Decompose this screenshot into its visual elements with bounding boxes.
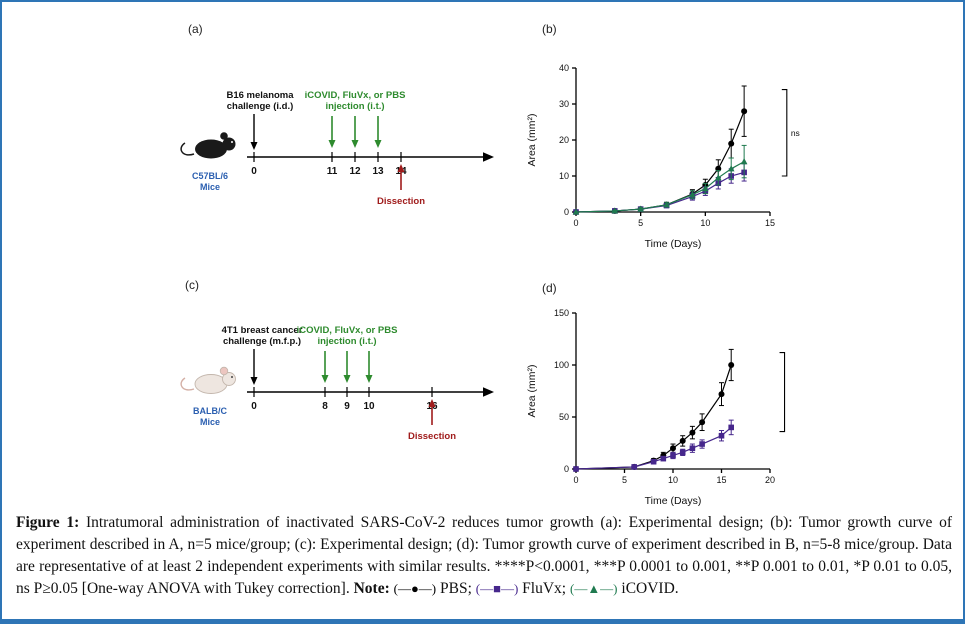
svg-text:5: 5 <box>638 218 643 228</box>
experimental-timeline-c: 0 8 9 10 16 4T1 breast cancer challenge … <box>180 325 494 442</box>
timeline-c-day-10: 10 <box>363 401 375 412</box>
svg-text:150: 150 <box>554 308 569 318</box>
mouse-icon-c57bl6 <box>180 132 236 159</box>
timeline-a-day-11: 11 <box>327 166 338 177</box>
challenge-label-line1: B16 melanoma <box>226 90 294 101</box>
svg-text:0: 0 <box>564 207 569 217</box>
injection-label-line1: iCOVID, FluVx, or PBS <box>305 90 406 101</box>
panel-b-label: (b) <box>542 22 557 36</box>
experimental-timeline-a: 0 11 12 13 14 B16 melanoma challenge (i.… <box>180 90 494 207</box>
caption-body: Intratumoral administration of inactivat… <box>16 514 952 597</box>
mouse-strain-line1: C57BL/6 <box>192 171 228 181</box>
mouse-icon-balbc <box>180 366 236 394</box>
dissection-label: Dissection <box>408 431 456 442</box>
timeline-c-day-9: 9 <box>344 401 350 412</box>
svg-text:15: 15 <box>716 475 726 485</box>
timeline-axis <box>247 387 494 397</box>
panel-c-label: (c) <box>185 278 199 292</box>
svg-text:20: 20 <box>559 135 569 145</box>
challenge-label-line2: challenge (i.d.) <box>227 101 294 112</box>
svg-text:5: 5 <box>622 475 627 485</box>
pbs-legend-glyph: (—●—) <box>393 581 437 596</box>
timeline-a-day-0: 0 <box>251 166 257 177</box>
dissection-arrow <box>428 399 436 425</box>
challenge-label-line1: 4T1 breast cancer <box>222 325 303 336</box>
fluvx-legend-glyph: (—■—) <box>475 581 519 596</box>
icovid-legend-glyph: (—▲—) <box>569 581 618 596</box>
svg-text:20: 20 <box>765 475 775 485</box>
svg-text:15: 15 <box>765 218 775 228</box>
fluvx-legend-label: FluVx; <box>522 580 567 597</box>
pbs-legend-label: PBS; <box>440 580 472 597</box>
note-label: Note: <box>353 580 390 597</box>
svg-text:10: 10 <box>668 475 678 485</box>
svg-text:40: 40 <box>559 63 569 73</box>
svg-text:0: 0 <box>573 475 578 485</box>
injection-arrows <box>321 351 373 383</box>
svg-text:Time (Days): Time (Days) <box>645 238 702 250</box>
svg-text:0: 0 <box>573 218 578 228</box>
mouse-strain-line2: Mice <box>200 417 220 427</box>
panel-d-label: (d) <box>542 281 557 295</box>
icovid-legend-label: iCOVID. <box>621 580 679 597</box>
challenge-arrow <box>250 114 258 150</box>
mouse-strain-line2: Mice <box>200 182 220 192</box>
svg-text:Time (Days): Time (Days) <box>645 495 702 507</box>
figure-label: Figure 1: <box>16 514 80 531</box>
svg-text:10: 10 <box>700 218 710 228</box>
timeline-c-day-8: 8 <box>322 401 328 412</box>
dissection-arrow <box>397 164 405 190</box>
injection-arrows <box>328 116 382 148</box>
challenge-label-line2: challenge (m.f.p.) <box>223 336 301 347</box>
svg-text:100: 100 <box>554 360 569 370</box>
tumor-growth-chart-d: 0 5 10 15 20 0 50 100 150 Time (Days) Area (mm²) <box>526 308 786 507</box>
injection-label-line1: iCOVID, FluVx, or PBS <box>297 325 398 336</box>
timeline-c-day-0: 0 <box>251 401 257 412</box>
timeline-a-day-13: 13 <box>372 166 384 177</box>
dissection-label: Dissection <box>377 196 425 207</box>
svg-text:10: 10 <box>559 171 569 181</box>
svg-text:Area (mm²): Area (mm²) <box>526 113 538 166</box>
timeline-a-day-12: 12 <box>349 166 361 177</box>
injection-label-line2: injection (i.t.) <box>317 336 376 347</box>
challenge-arrow <box>250 349 258 385</box>
mouse-strain-line1: BALB/C <box>193 406 227 416</box>
svg-text:Area (mm²): Area (mm²) <box>526 364 538 417</box>
tumor-growth-chart-b: 0 5 10 15 0 10 20 30 40 Time (Days) Area (mm²) ns <box>526 63 800 250</box>
svg-text:ns: ns <box>791 128 800 138</box>
injection-label-line2: injection (i.t.) <box>325 101 384 112</box>
figure-caption: Figure 1: Intratumoral administration of… <box>16 512 952 600</box>
svg-text:30: 30 <box>559 99 569 109</box>
svg-text:50: 50 <box>559 412 569 422</box>
panel-a-label: (a) <box>188 22 203 36</box>
timeline-axis <box>247 152 494 162</box>
svg-text:0: 0 <box>564 464 569 474</box>
